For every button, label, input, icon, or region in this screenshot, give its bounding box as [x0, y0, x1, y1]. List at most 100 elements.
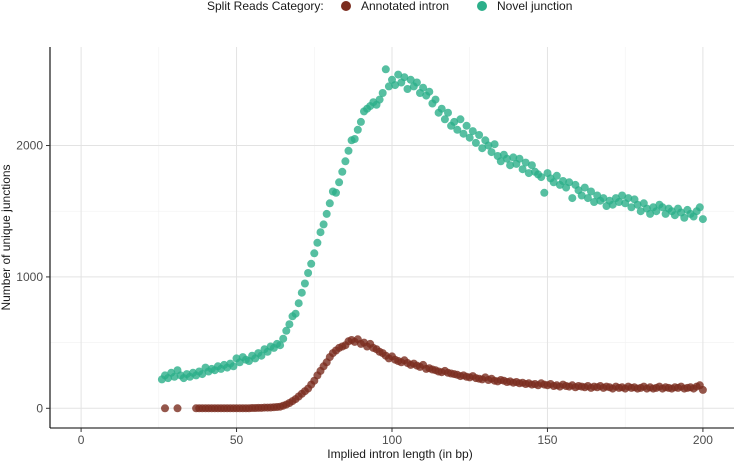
- data-point: [478, 144, 487, 153]
- legend: Split Reads Category: Annotated intron N…: [0, 0, 734, 14]
- legend-label-annotated: Annotated intron: [361, 0, 450, 13]
- data-point: [431, 95, 440, 104]
- data-point: [496, 157, 505, 166]
- data-point: [325, 199, 334, 208]
- data-point: [391, 81, 400, 90]
- data-point: [279, 334, 288, 343]
- data-point: [646, 209, 655, 218]
- data-point: [658, 203, 667, 212]
- data-point: [335, 178, 344, 187]
- data-point: [518, 165, 527, 174]
- legend-item-annotated: Annotated intron: [341, 0, 449, 13]
- data-point: [587, 187, 595, 196]
- series-novel-junction: [157, 65, 707, 384]
- data-point: [583, 194, 592, 203]
- data-point: [509, 153, 518, 162]
- data-point: [353, 125, 362, 134]
- data-point: [527, 161, 536, 170]
- data-point: [282, 326, 291, 335]
- y-tick-label: 0: [36, 401, 43, 415]
- legend-item-novel: Novel junction: [477, 0, 572, 13]
- data-point: [453, 125, 462, 134]
- data-point: [459, 129, 468, 138]
- data-point: [552, 171, 561, 180]
- data-point: [291, 309, 300, 318]
- data-point: [444, 108, 452, 117]
- data-point: [565, 178, 574, 187]
- data-point: [161, 404, 169, 413]
- data-point: [680, 213, 689, 222]
- data-point: [378, 89, 387, 97]
- data-point: [440, 115, 449, 124]
- data-point: [590, 198, 599, 206]
- data-point: [608, 200, 617, 209]
- legend-title: Split Reads Category:: [207, 0, 324, 13]
- data-point: [503, 154, 511, 163]
- y-tick-label: 1000: [16, 270, 43, 284]
- data-point: [618, 191, 627, 200]
- data-point: [285, 320, 294, 329]
- x-axis-label: Implied intron length (in bp): [327, 447, 472, 461]
- data-point: [484, 141, 493, 150]
- data-point: [471, 138, 480, 147]
- data-point: [549, 178, 558, 187]
- data-point: [403, 85, 412, 93]
- data-point: [276, 341, 285, 350]
- data-point: [506, 161, 515, 170]
- x-tick-label: 0: [78, 433, 85, 447]
- legend-label-novel: Novel junction: [497, 0, 573, 13]
- data-point: [615, 198, 623, 206]
- data-point: [375, 95, 384, 104]
- data-points: [157, 65, 707, 413]
- data-point: [636, 207, 645, 216]
- data-point: [624, 194, 633, 203]
- data-point: [695, 203, 704, 212]
- data-point: [257, 351, 266, 360]
- data-point: [487, 148, 496, 157]
- data-point: [412, 78, 421, 87]
- data-point: [304, 269, 313, 277]
- x-tick-label: 150: [537, 433, 557, 447]
- data-point: [297, 288, 306, 297]
- data-point: [198, 370, 207, 379]
- data-point: [338, 167, 347, 176]
- data-point: [537, 173, 546, 182]
- data-point: [356, 117, 365, 126]
- data-point: [341, 157, 350, 166]
- data-point: [540, 188, 549, 197]
- data-point: [300, 279, 309, 288]
- data-point: [419, 83, 428, 92]
- data-point: [344, 146, 353, 155]
- data-point: [515, 154, 524, 163]
- data-point: [468, 127, 477, 136]
- data-point: [319, 220, 328, 229]
- data-point: [294, 299, 303, 308]
- series-annotated-intron: [161, 335, 707, 413]
- x-tick-label: 50: [230, 433, 244, 447]
- data-point: [307, 259, 316, 268]
- data-point: [577, 191, 586, 200]
- data-point: [350, 135, 359, 143]
- data-point: [437, 104, 446, 113]
- data-point: [394, 70, 403, 79]
- data-point: [450, 117, 459, 126]
- data-point: [633, 200, 642, 209]
- data-point: [322, 209, 331, 218]
- data-point: [406, 75, 415, 84]
- data-point: [521, 158, 530, 167]
- data-point: [698, 215, 707, 224]
- data-point: [465, 133, 474, 142]
- legend-marker-annotated: [341, 1, 351, 11]
- data-point: [490, 140, 499, 149]
- y-axis-label: Number of unique junctions: [0, 164, 13, 310]
- data-point: [381, 65, 390, 74]
- data-point: [456, 115, 465, 124]
- data-point: [229, 362, 238, 371]
- data-point: [384, 82, 393, 91]
- data-point: [599, 194, 608, 203]
- data-point: [462, 121, 471, 130]
- data-point: [627, 203, 636, 212]
- data-point: [310, 249, 319, 258]
